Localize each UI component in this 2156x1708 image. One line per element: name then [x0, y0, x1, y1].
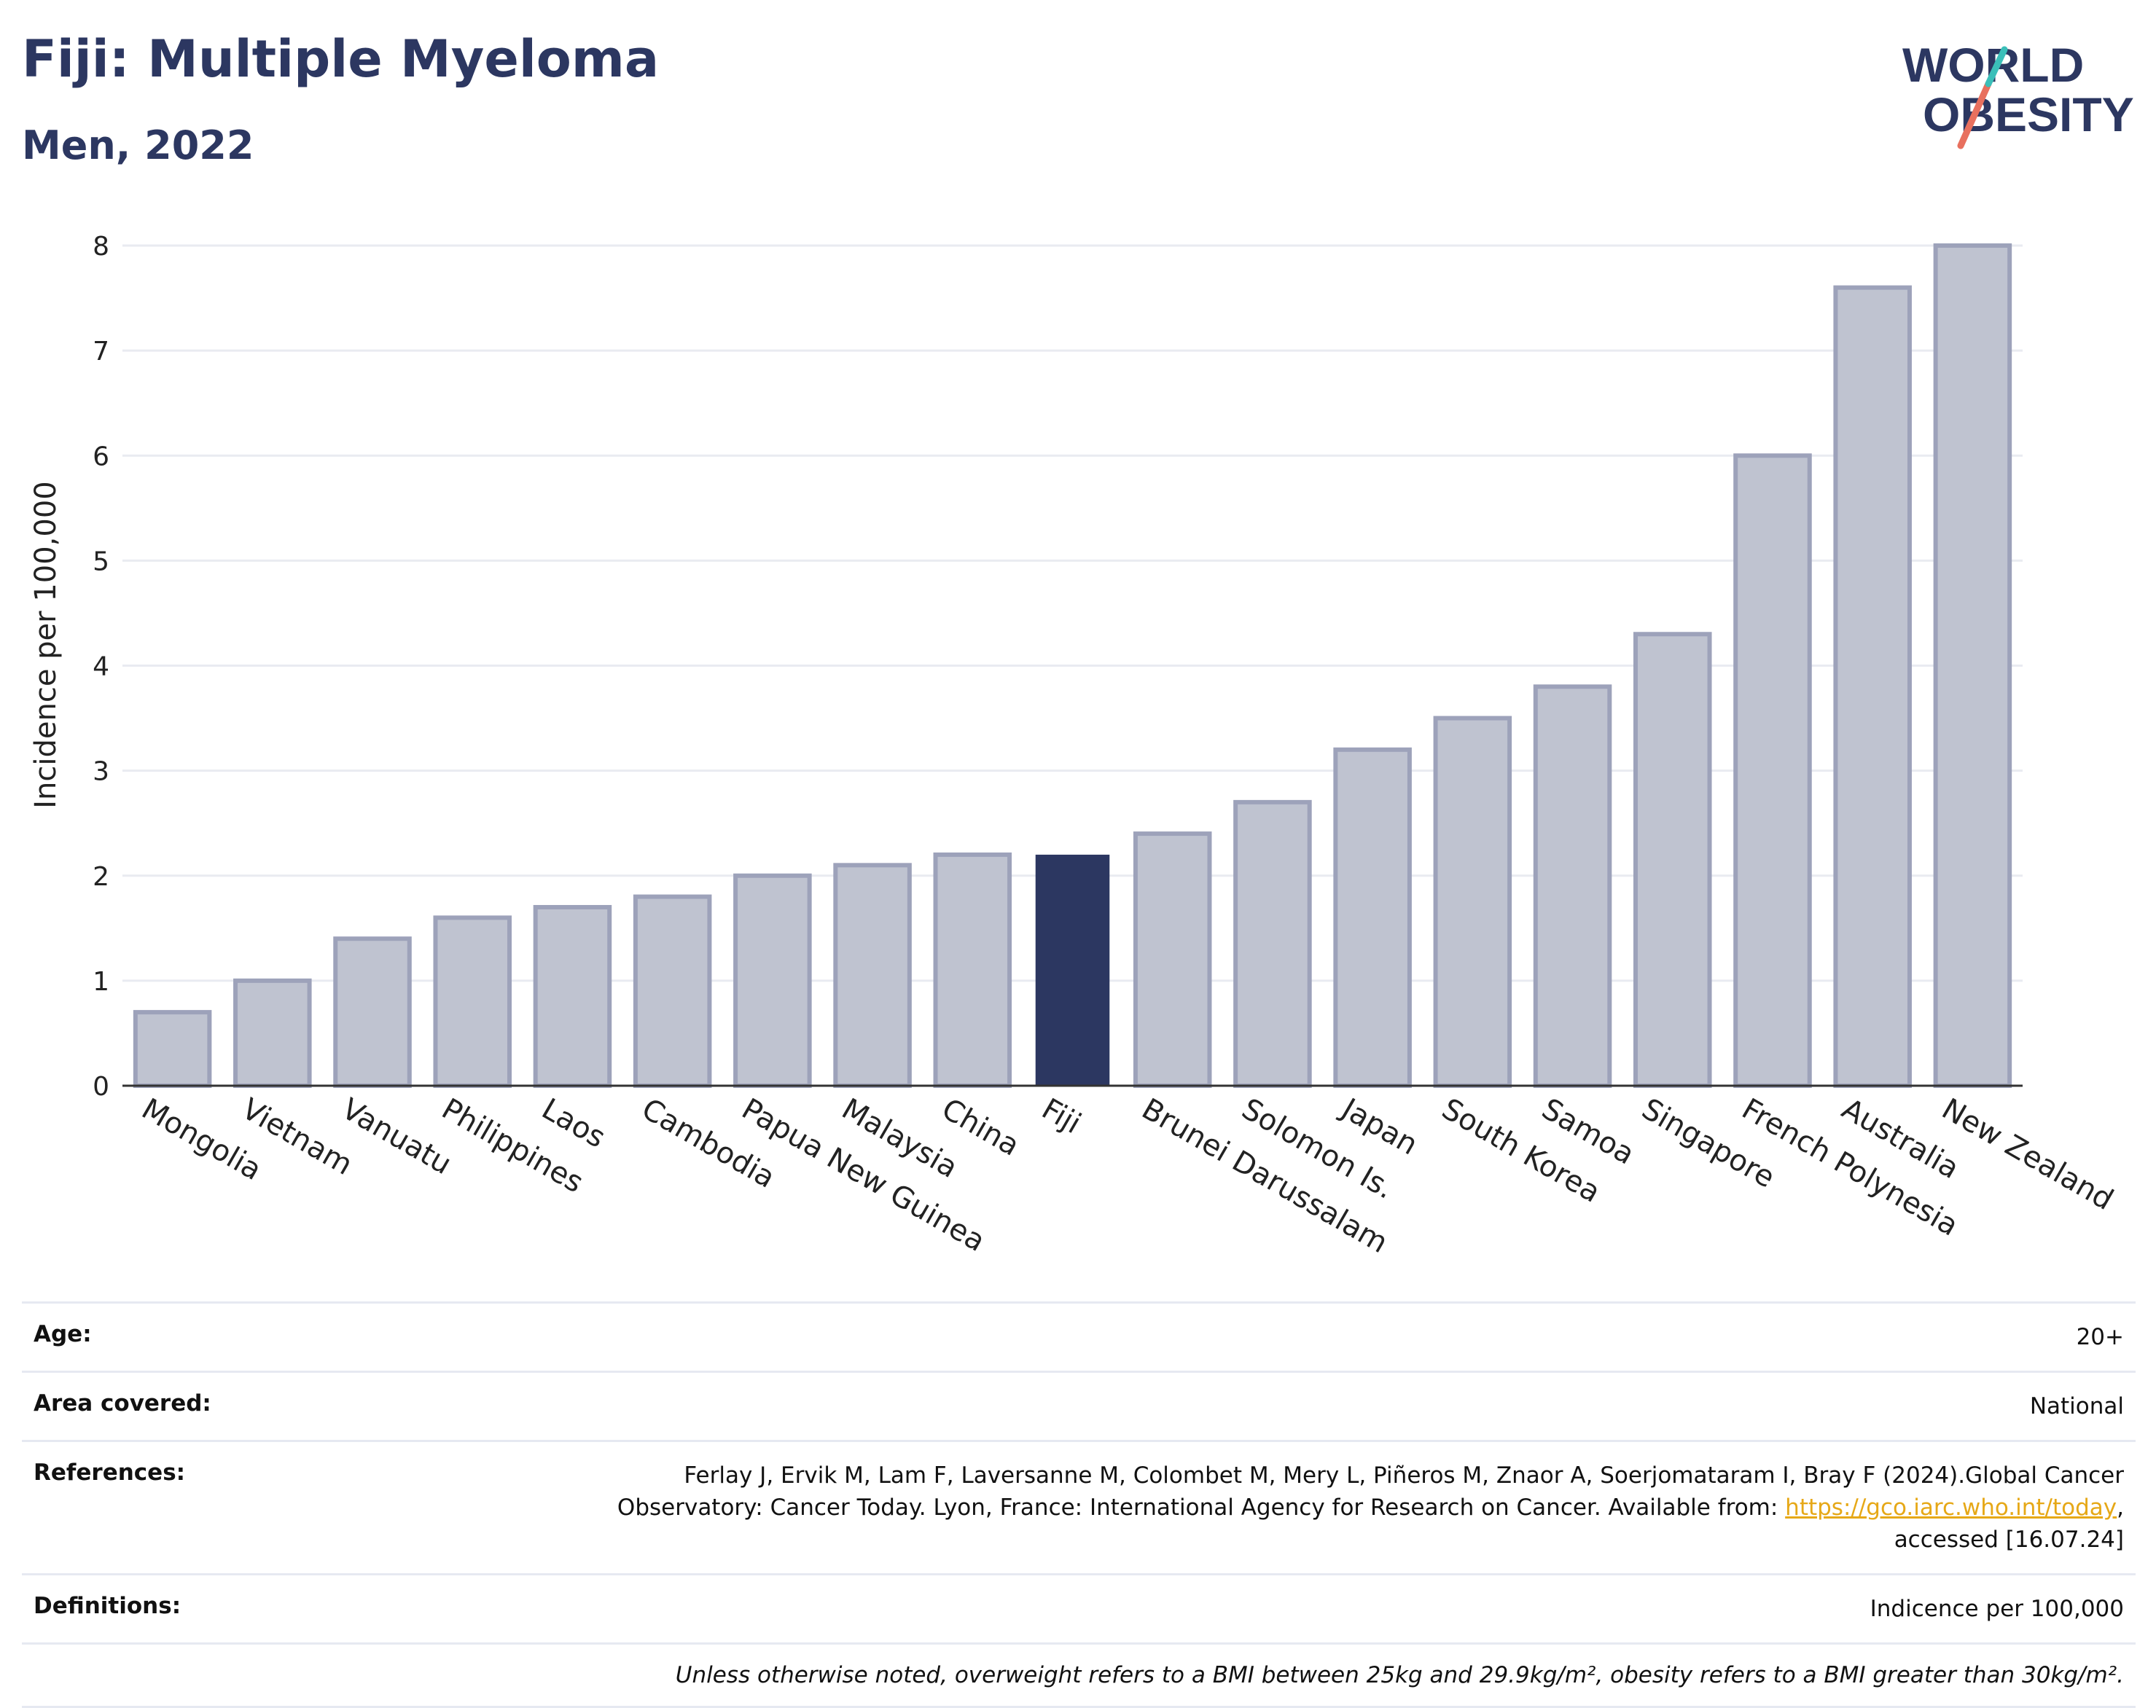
bar-laos [533, 904, 612, 1089]
info-row-definitions: Definitions: Indicence per 100,000 [22, 1573, 2136, 1642]
bar-cambodia [633, 894, 712, 1088]
references-value: Ferlay J, Ervik M, Lam F, Laversanne M, … [617, 1460, 2124, 1556]
age-value: 20+ [2076, 1324, 2124, 1350]
bar-french-polynesia [1733, 453, 1812, 1088]
bar-singapore [1633, 632, 1712, 1088]
bar-chart: 0 1 2 3 4 5 6 7 8 MongoliaVietnamVanuatuPhilippi… [29, 232, 2119, 1260]
bar-china [933, 852, 1012, 1089]
age-label: Age: [34, 1321, 92, 1347]
area-value: National [2029, 1393, 2124, 1419]
info-row-age: Age: 20+ [22, 1301, 2136, 1371]
y-tick-label: 7 [93, 337, 109, 367]
info-table: Age: 20+ Area covered: National Referenc… [22, 1301, 2136, 1708]
y-tick-label: 2 [93, 862, 109, 892]
x-tick-label: Vanuatu [336, 1092, 457, 1181]
bar-vanuatu [333, 936, 412, 1088]
bar-brunei-darussalam [1133, 831, 1212, 1088]
y-tick-label: 3 [93, 757, 109, 787]
y-tick-label: 4 [93, 652, 109, 682]
area-label: Area covered: [34, 1390, 211, 1417]
bar-vietnam [233, 978, 312, 1088]
bar-samoa [1533, 684, 1612, 1088]
bar-south-korea [1433, 716, 1512, 1088]
info-row-references: References: Ferlay J, Ervik M, Lam F, La… [22, 1440, 2136, 1573]
definitions-label: Definitions: [34, 1593, 181, 1619]
x-tick-label: New Zealand [1936, 1092, 2119, 1217]
references-label: References: [34, 1460, 186, 1486]
world-obesity-logo: WORLD OBESITY [1902, 38, 2134, 149]
reference-text-2: Observatory: Cancer Today. Lyon, France:… [617, 1494, 1786, 1521]
reference-link[interactable]: https://gco.iarc.who.int/today [1785, 1494, 2117, 1521]
bmi-note: Unless otherwise noted, overweight refer… [675, 1662, 2124, 1688]
logo-line-2: OBESITY [1923, 87, 2134, 141]
bar-japan [1333, 747, 1412, 1089]
y-axis-label: Incidence per 100,000 [29, 481, 63, 809]
page-subtitle: Men, 2022 [22, 122, 254, 168]
y-tick-labels: 0 1 2 3 4 5 6 7 8 [93, 232, 109, 1102]
logo-slash-red [1957, 80, 1992, 149]
y-tick-label: 1 [93, 967, 109, 997]
bar-mongolia [133, 1010, 212, 1089]
page-title: Fiji: Multiple Myeloma [22, 29, 660, 89]
bar-fiji [1035, 854, 1110, 1086]
y-tick-label: 6 [93, 442, 109, 471]
logo-slash-teal [1985, 46, 2008, 87]
bars [133, 243, 2012, 1089]
bar-solomon-is [1233, 799, 1312, 1089]
reference-text-1: Ferlay J, Ervik M, Lam F, Laversanne M, … [684, 1462, 2124, 1489]
bar-philippines [433, 915, 512, 1089]
definitions-value: Indicence per 100,000 [1870, 1596, 2124, 1622]
x-tick-label: Laos [536, 1092, 611, 1155]
reference-text-3: , [2117, 1494, 2124, 1521]
info-row-area: Area covered: National [22, 1371, 2136, 1440]
y-tick-label: 0 [93, 1072, 109, 1102]
y-tick-label: 8 [93, 232, 109, 262]
bar-new-zealand [1933, 243, 2012, 1088]
bar-malaysia [833, 863, 912, 1089]
x-tick-label: Fiji [1036, 1092, 1087, 1141]
bar-papua-new-guinea [733, 873, 812, 1088]
y-tick-label: 5 [93, 547, 109, 576]
bar-australia [1833, 285, 1912, 1088]
info-row-note: Unless otherwise noted, overweight refer… [22, 1642, 2136, 1708]
reference-text-4: accessed [16.07.24] [1894, 1527, 2124, 1553]
logo-line-1: WORLD [1902, 38, 2084, 92]
